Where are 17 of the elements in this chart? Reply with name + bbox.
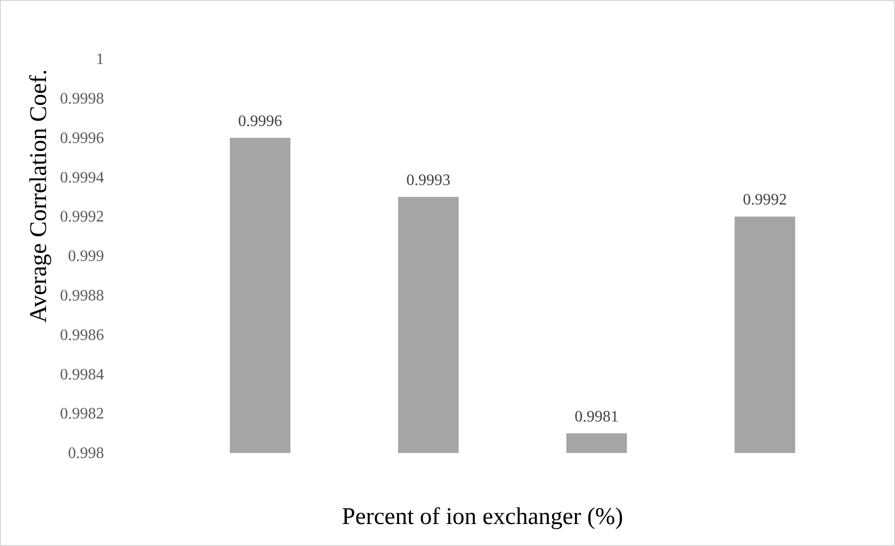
data-label: 0.9981 (574, 408, 619, 426)
y-tick-label: 0.9998 (60, 90, 104, 108)
y-tick-label: 0.9984 (60, 366, 104, 384)
data-label: 0.9996 (238, 112, 282, 130)
y-tick-label: 0.9992 (60, 208, 104, 226)
y-tick-label: 0.9996 (60, 130, 104, 147)
y-axis-title: Average Correlation Coef. (26, 69, 52, 323)
data-label: 0.9993 (406, 172, 450, 189)
data-label: 0.9992 (742, 192, 787, 209)
y-tick-label: 0.9982 (60, 406, 104, 423)
y-tick-label: 0.9986 (60, 326, 104, 344)
x-axis-title: Percent of ion exchanger (%) (342, 504, 624, 530)
y-tick-label: 0.9994 (60, 169, 104, 186)
y-tick-label: 0.999 (68, 248, 104, 266)
y-tick-label: 0.9988 (60, 288, 104, 305)
y-tick-label: 0.998 (68, 445, 104, 462)
y-tick-label: 1 (96, 51, 104, 68)
